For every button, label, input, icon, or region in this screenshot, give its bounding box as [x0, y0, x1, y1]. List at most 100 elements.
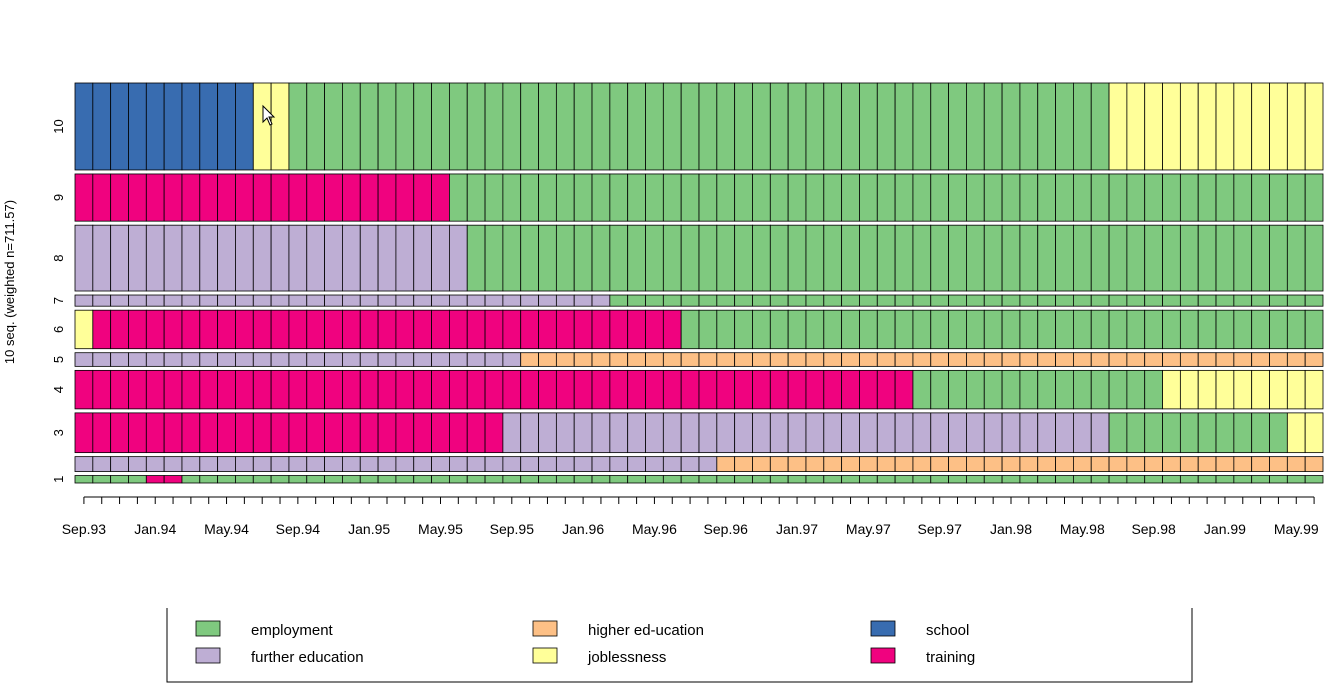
sequence-cell: [181, 475, 201, 484]
sequence-cell: [876, 82, 896, 171]
sequence-cell: [1197, 412, 1217, 454]
sequence-cell: [894, 82, 914, 171]
sequence-cell: [680, 352, 700, 367]
sequence-cell: [555, 412, 575, 454]
sequence-cell: [876, 369, 896, 410]
sequence-cell: [966, 294, 985, 307]
sequence-cell: [627, 475, 646, 484]
sequence-cell: [324, 309, 343, 350]
sequence-cell: [983, 456, 1003, 472]
sequence-cell: [752, 224, 771, 292]
sequence-cell: [448, 412, 468, 454]
sequence-cell: [1108, 475, 1128, 484]
sequence-cell: [734, 412, 753, 454]
sequence-cell: [413, 475, 432, 484]
sequence-cell: [1162, 456, 1181, 472]
sequence-cell: [1126, 82, 1146, 171]
sequence-cell: [128, 173, 147, 222]
sequence-cell: [466, 82, 486, 171]
sequence-cell: [645, 475, 664, 484]
sequence-cell: [1179, 412, 1199, 454]
sequence-cell: [342, 224, 361, 292]
sequence-cell: [627, 369, 646, 410]
sequence-cell: [1073, 352, 1092, 367]
sequence-cell: [627, 82, 646, 171]
sequence-cell: [966, 224, 985, 292]
sequence-cell: [270, 369, 290, 410]
sequence-cell: [1108, 294, 1128, 307]
sequence-cell: [520, 82, 539, 171]
sequence-cell: [1251, 412, 1270, 454]
sequence-cell: [1197, 369, 1217, 410]
sequence-cell: [484, 294, 504, 307]
sequence-cell: [466, 369, 486, 410]
sequence-cell: [983, 294, 1003, 307]
sequence-cell: [823, 173, 843, 222]
y-tick-labels: 1 3 4 5 6 7 8 9 10: [51, 119, 66, 483]
legend: employment further education higher ed-uca…: [166, 608, 1193, 683]
sequence-cell: [1179, 173, 1199, 222]
sequence-cell: [1001, 82, 1021, 171]
sequence-cell: [74, 352, 94, 367]
sequence-cell: [948, 369, 967, 410]
sequence-cell: [1001, 456, 1021, 472]
sequence-cell: [359, 224, 379, 292]
sequence-cell: [787, 82, 807, 171]
sequence-cell: [431, 309, 450, 350]
sequence-cell: [716, 475, 736, 484]
sequence-cell: [930, 82, 949, 171]
sequence-cell: [484, 369, 504, 410]
y-tick-label: 8: [51, 254, 66, 261]
sequence-cell: [235, 352, 254, 367]
sequence-cell: [912, 82, 932, 171]
sequence-cell: [484, 352, 504, 367]
sequence-cell: [716, 456, 736, 472]
sequence-cell: [359, 82, 379, 171]
sequence-cell: [805, 82, 825, 171]
sequence-cell: [609, 475, 629, 484]
sequence-cell: [484, 224, 504, 292]
sequence-cell: [163, 294, 183, 307]
sequence-cell: [894, 369, 914, 410]
sequence-cell: [1269, 352, 1288, 367]
sequence-cell: [609, 456, 629, 472]
sequence-cell: [1037, 173, 1056, 222]
sequence-cell: [1215, 173, 1235, 222]
sequence-cell: [859, 173, 878, 222]
legend-item: further education: [195, 647, 364, 666]
sequence-cell: [502, 369, 522, 410]
sequence-cell: [1019, 456, 1039, 472]
sequence-cell: [1286, 352, 1306, 367]
sequence-cell: [342, 82, 361, 171]
sequence-cell: [520, 224, 539, 292]
sequence-cell: [591, 352, 611, 367]
sequence-cell: [1144, 475, 1163, 484]
sequence-cell: [145, 412, 165, 454]
sequence-cell: [324, 82, 343, 171]
sequence-cell: [627, 309, 646, 350]
sequence-cell: [734, 475, 753, 484]
sequence-cell: [930, 412, 949, 454]
sequence-cell: [538, 82, 557, 171]
sequence-cell: [662, 369, 682, 410]
sequence-cell: [1126, 475, 1146, 484]
sequence-cell: [1233, 352, 1253, 367]
sequence-cell: [92, 294, 112, 307]
sequence-cell: [930, 456, 949, 472]
sequence-cell: [876, 352, 896, 367]
sequence-cell: [734, 456, 753, 472]
legend-label: school: [926, 622, 969, 639]
sequence-cell: [609, 173, 629, 222]
sequence-cell: [912, 352, 932, 367]
sequence-cell: [859, 82, 878, 171]
sequence-cell: [181, 82, 201, 171]
sequence-cell: [912, 173, 932, 222]
sequence-cell: [1108, 369, 1128, 410]
y-axis-label: 10 seq. (weighted n=711.57): [2, 200, 17, 364]
sequence-cell: [448, 352, 468, 367]
sequence-cell: [217, 352, 236, 367]
sequence-cell: [609, 294, 629, 307]
sequence-cell: [74, 173, 94, 222]
sequence-cell: [395, 294, 415, 307]
sequence-cell: [609, 412, 629, 454]
